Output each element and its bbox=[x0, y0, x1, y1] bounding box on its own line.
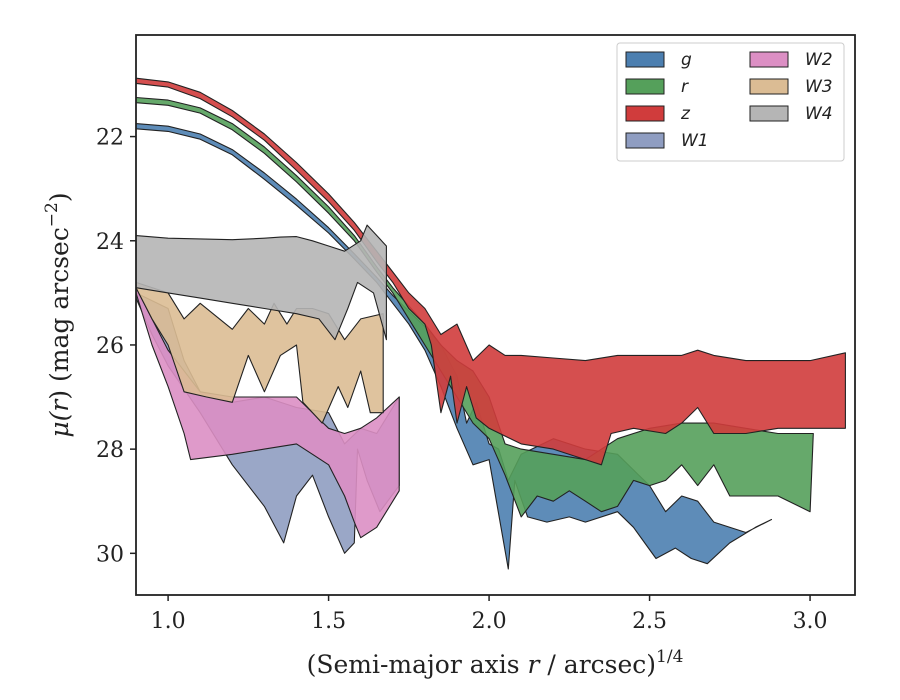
y-axis-label: μ(r) (mag arcsec−2) bbox=[42, 192, 74, 437]
x-tick-label: 1.5 bbox=[311, 609, 346, 634]
legend-swatch-g bbox=[625, 51, 665, 68]
y-tick-label: 28 bbox=[96, 438, 124, 463]
legend-label-r: r bbox=[681, 77, 689, 97]
series-band-w2 bbox=[136, 287, 400, 539]
x-axis: 1.0 1.5 2.0 2.5 3.0 bbox=[151, 595, 828, 634]
y-tick-label: 22 bbox=[96, 126, 124, 151]
legend-frame bbox=[616, 42, 845, 162]
legend-swatch-w1 bbox=[625, 132, 665, 149]
x-tick-label: 2.5 bbox=[632, 609, 667, 634]
legend-label-w3: W3 bbox=[805, 77, 833, 97]
y-tick-label: 26 bbox=[96, 334, 124, 359]
legend-label-g: g bbox=[681, 50, 692, 70]
legend: grz W1 W2 W3 W4 bbox=[616, 42, 845, 162]
y-tick-label: 24 bbox=[96, 230, 124, 255]
y-axis: 22 24 26 28 30 bbox=[96, 126, 136, 567]
legend-swatch-w3 bbox=[749, 78, 789, 95]
x-axis-label: (Semi-major axis r / arcsec)1/4 bbox=[307, 647, 684, 679]
axes-frame bbox=[135, 34, 856, 596]
x-tick-label: 2.0 bbox=[472, 609, 507, 634]
series-layer bbox=[136, 77, 846, 570]
y-tick-label: 30 bbox=[96, 542, 124, 567]
x-tick-label: 3.0 bbox=[793, 609, 828, 634]
legend-swatch-z bbox=[625, 105, 665, 122]
series-band-w4 bbox=[136, 224, 387, 341]
legend-label-w2: W2 bbox=[805, 50, 833, 70]
legend-swatch-r bbox=[625, 78, 665, 95]
series-band-z bbox=[136, 77, 846, 466]
legend-label-z: z bbox=[680, 104, 691, 124]
legend-swatch-w2 bbox=[749, 51, 789, 68]
legend-swatch-w4 bbox=[749, 105, 789, 122]
x-tick-label: 1.0 bbox=[151, 609, 186, 634]
legend-label-w4: W4 bbox=[805, 104, 833, 124]
legend-label-w1: W1 bbox=[681, 131, 709, 151]
